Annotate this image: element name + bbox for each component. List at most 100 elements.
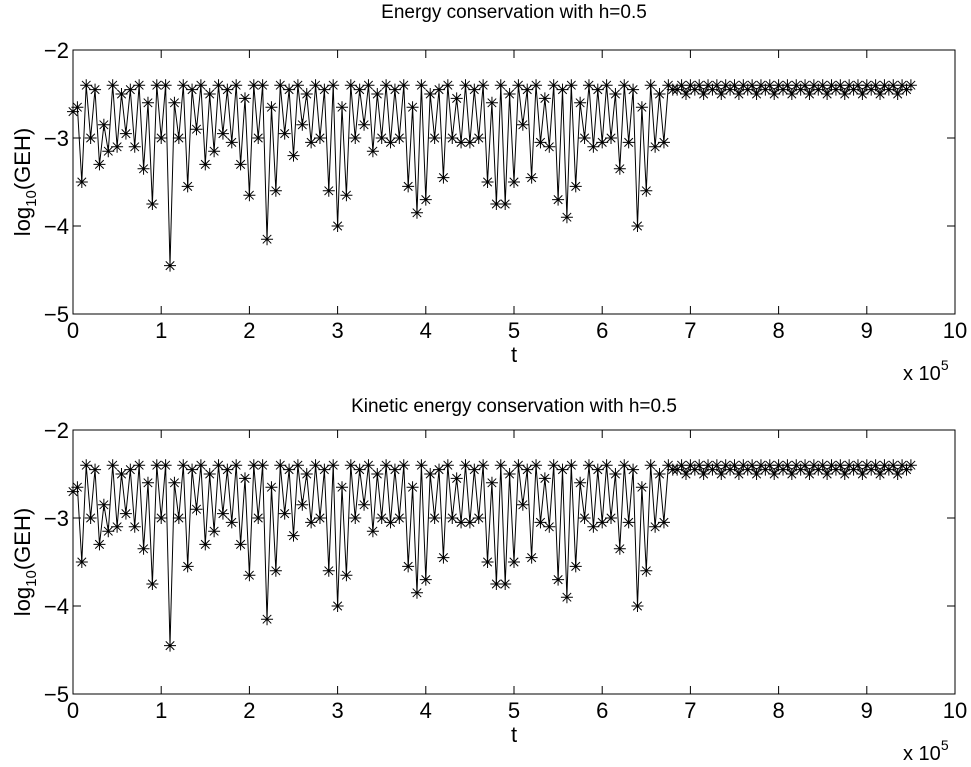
data-point-marker <box>490 578 503 590</box>
series-line <box>72 464 912 646</box>
data-point-marker <box>591 463 604 476</box>
data-point-marker <box>477 79 490 92</box>
data-point-marker <box>746 79 759 92</box>
data-point-marker <box>97 498 110 511</box>
data-point-marker <box>781 459 794 472</box>
data-point-marker <box>230 79 243 92</box>
data-point-marker <box>750 468 763 480</box>
data-point-marker <box>256 459 269 472</box>
y-tick-label: −3 <box>44 506 69 531</box>
data-point-marker <box>106 79 119 92</box>
data-point-marker <box>627 83 640 96</box>
data-point-marker <box>459 459 472 472</box>
data-point-marker <box>186 83 199 96</box>
data-point-marker <box>569 180 582 193</box>
data-point-marker <box>900 463 913 476</box>
data-point-marker <box>186 463 199 476</box>
data-point-marker <box>777 463 790 476</box>
data-point-marker <box>679 468 692 480</box>
x-tick-label: 4 <box>420 318 432 343</box>
x-tick-marks <box>72 430 956 694</box>
data-point-marker <box>525 551 538 564</box>
data-point-marker <box>702 459 715 472</box>
data-point-marker <box>199 158 212 171</box>
data-point-marker <box>874 88 887 100</box>
data-point-marker <box>754 79 767 92</box>
data-point-marker <box>560 591 573 604</box>
data-point-marker <box>115 88 128 100</box>
data-point-marker <box>477 459 490 472</box>
data-point-marker <box>481 176 494 188</box>
data-point-marker <box>366 525 379 538</box>
data-point-marker <box>375 132 388 144</box>
data-point-marker <box>128 140 141 153</box>
data-point-marker <box>825 79 838 92</box>
data-point-marker <box>565 459 578 472</box>
data-point-marker <box>340 189 353 202</box>
data-point-marker <box>547 79 560 92</box>
data-point-marker <box>763 459 776 472</box>
data-point-marker <box>344 459 357 472</box>
data-point-marker <box>111 520 124 533</box>
data-point-marker <box>433 83 446 96</box>
data-point-marker <box>331 220 344 232</box>
data-point-marker <box>252 132 265 144</box>
data-point-marker <box>216 127 229 140</box>
data-point-marker <box>794 463 807 476</box>
y-tick-labels: −5 −4 −3 −2 <box>44 418 69 707</box>
data-point-marker <box>737 459 750 472</box>
data-point-marker <box>406 481 419 494</box>
data-point-marker <box>93 538 106 551</box>
data-point-marker <box>371 88 384 100</box>
data-point-marker <box>450 92 463 105</box>
data-point-marker <box>380 459 393 472</box>
data-point-marker <box>221 83 234 96</box>
data-point-marker <box>80 79 93 92</box>
data-point-marker <box>534 136 547 149</box>
x-tick-label: 1 <box>155 318 167 343</box>
data-point-marker <box>397 459 410 472</box>
data-point-marker <box>587 520 600 533</box>
data-point-marker <box>768 468 781 480</box>
data-point-marker <box>89 83 102 96</box>
data-point-marker <box>388 463 401 476</box>
y-tick-label: −3 <box>44 126 69 151</box>
x-tick-label: 5 <box>508 698 520 723</box>
data-point-marker <box>269 564 282 577</box>
data-point-marker <box>278 507 291 520</box>
data-point-marker <box>710 459 723 472</box>
data-point-marker <box>499 198 512 210</box>
data-point-marker <box>296 498 309 511</box>
data-point-marker <box>234 538 247 551</box>
data-point-marker <box>75 556 88 568</box>
data-point-marker <box>75 176 88 188</box>
data-point-marker <box>164 639 177 652</box>
data-point-marker <box>829 463 842 476</box>
data-point-marker <box>715 468 728 480</box>
data-point-marker <box>159 459 172 472</box>
data-point-marker <box>816 459 829 472</box>
data-point-marker <box>238 472 251 485</box>
data-point-marker <box>485 96 498 109</box>
data-point-marker <box>582 79 595 92</box>
data-point-marker <box>441 79 454 92</box>
data-point-marker <box>671 463 684 476</box>
data-point-marker <box>243 189 256 202</box>
data-point-marker <box>710 79 723 92</box>
data-point-marker <box>878 79 891 92</box>
kinetic-energy-chart: Kinetic energy conservation with h=0.5 0… <box>10 396 967 765</box>
data-point-marker <box>366 145 379 158</box>
data-point-marker <box>631 600 644 612</box>
data-point-marker <box>172 132 185 144</box>
data-point-marker <box>238 92 251 105</box>
data-point-marker <box>869 79 882 92</box>
data-point-marker <box>384 136 397 149</box>
x-axis-multiplier-exponent: 5 <box>941 737 949 753</box>
data-point-marker <box>525 171 538 184</box>
data-point-marker <box>781 79 794 92</box>
data-point-marker <box>397 79 410 92</box>
data-point-marker <box>190 123 203 136</box>
series-kinetic-energy <box>67 459 917 652</box>
data-point-marker <box>415 459 428 472</box>
